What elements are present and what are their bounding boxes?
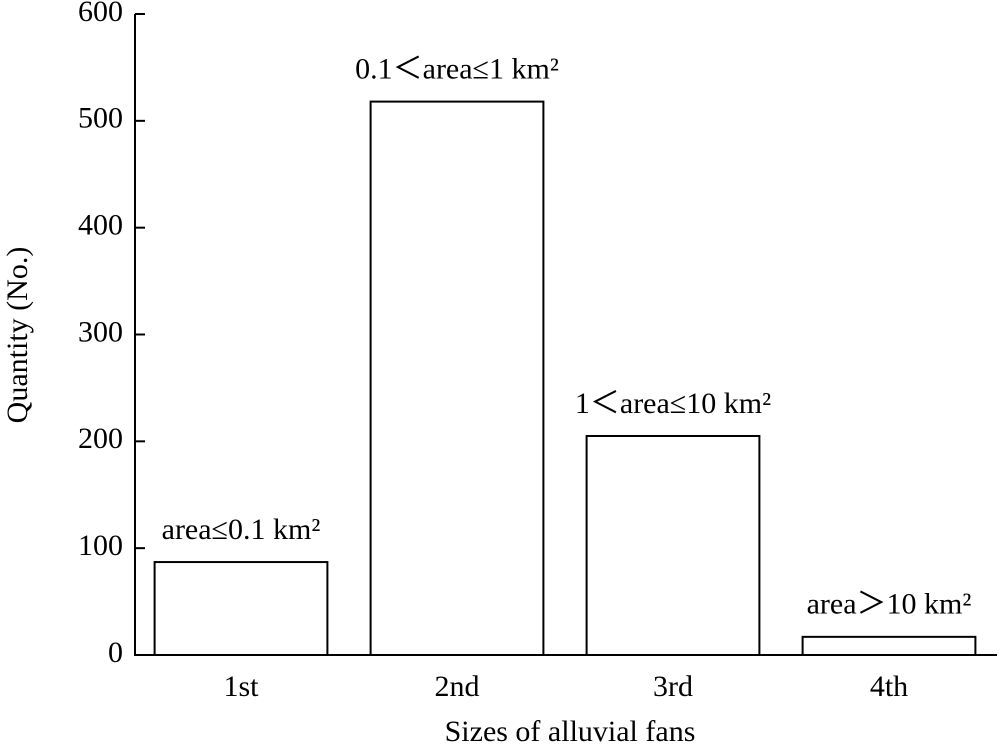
x-tick-label: 3rd (653, 670, 693, 703)
y-tick-label: 200 (78, 422, 123, 455)
y-tick-label: 300 (78, 315, 123, 348)
y-tick-label: 0 (108, 636, 123, 669)
bar-annotation: area＞10 km² (807, 588, 972, 621)
y-tick-label: 500 (78, 102, 123, 135)
bar-annotation: area≤0.1 km² (162, 513, 321, 546)
bar-annotation: 1＜area≤10 km² (575, 387, 771, 420)
bar (369, 100, 545, 656)
y-tick-label: 400 (78, 209, 123, 242)
bar (585, 434, 761, 656)
x-tick-label: 4th (870, 670, 908, 703)
bar (153, 561, 329, 656)
bar-annotation: 0.1＜area≤1 km² (355, 52, 559, 85)
y-tick-label: 100 (78, 529, 123, 562)
x-tick-label: 1st (223, 670, 259, 703)
bar (801, 635, 977, 656)
y-tick-label: 600 (78, 0, 123, 28)
x-axis-label: Sizes of alluvial fans (445, 715, 696, 748)
x-tick-label: 2nd (435, 670, 480, 703)
y-axis-label: Quantity (No.) (1, 247, 34, 424)
